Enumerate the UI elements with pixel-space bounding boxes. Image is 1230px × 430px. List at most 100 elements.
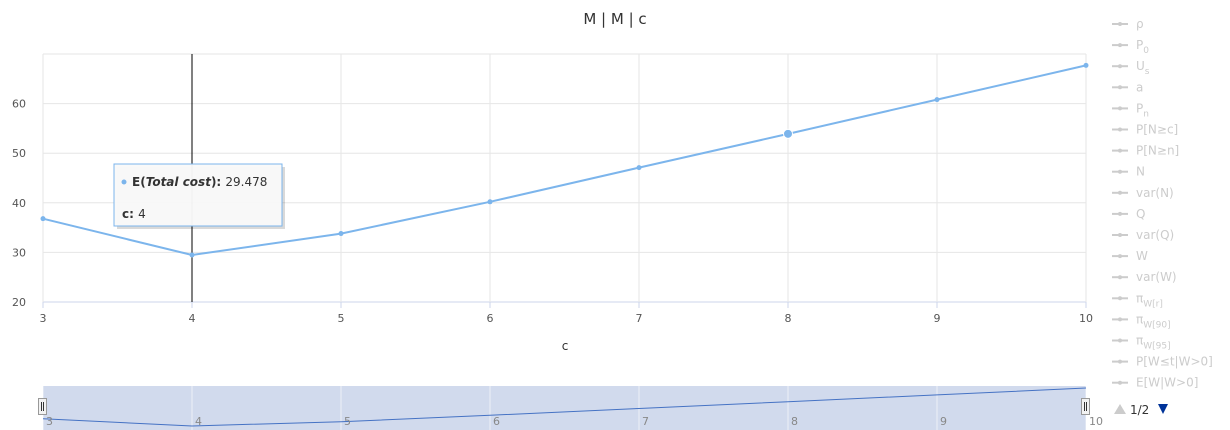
legend-item-label: Pn bbox=[1136, 101, 1149, 119]
data-point[interactable] bbox=[338, 231, 344, 237]
navigator-series-line bbox=[42, 387, 1087, 427]
legend-item[interactable]: Us bbox=[1112, 59, 1150, 77]
data-point[interactable] bbox=[934, 97, 940, 103]
tooltip-series-marker bbox=[121, 179, 127, 185]
x-tick-label: 7 bbox=[636, 312, 643, 325]
legend-item[interactable]: πW[r] bbox=[1112, 291, 1163, 309]
legend-marker-icon bbox=[1118, 233, 1122, 237]
tooltip: E(Total cost): 29.478 c: 4 bbox=[113, 163, 285, 229]
legend-item-label: ρ bbox=[1136, 17, 1144, 31]
pager-down-icon[interactable] bbox=[1158, 404, 1168, 414]
legend-item[interactable]: P[N≥c] bbox=[1112, 123, 1178, 137]
series-lines bbox=[42, 64, 1087, 257]
data-point[interactable] bbox=[487, 199, 493, 205]
y-tick-label: 30 bbox=[12, 246, 26, 259]
legend-item-label: P[N≥c] bbox=[1136, 123, 1178, 137]
legend-item[interactable]: var(N) bbox=[1112, 186, 1174, 200]
data-point[interactable] bbox=[783, 128, 793, 139]
legend-marker-icon bbox=[1118, 169, 1122, 174]
navigator-handle-left[interactable] bbox=[38, 398, 47, 415]
legend-item-label: W bbox=[1136, 249, 1148, 263]
x-axis-label: c bbox=[562, 339, 569, 353]
legend-item[interactable]: N bbox=[1112, 165, 1145, 179]
tooltip-box bbox=[113, 163, 283, 227]
legend-marker-icon bbox=[1118, 254, 1122, 259]
legend-marker-icon bbox=[1118, 22, 1122, 26]
legend-marker-icon bbox=[1118, 317, 1122, 322]
x-tick-label: 6 bbox=[487, 312, 494, 325]
legend-item-label: var(Q) bbox=[1136, 228, 1174, 242]
legend-marker-icon bbox=[1118, 106, 1122, 111]
navigator-tick-label: 8 bbox=[791, 415, 798, 428]
legend-item[interactable]: Q bbox=[1112, 207, 1145, 221]
legend-marker-icon bbox=[1118, 64, 1122, 69]
series-points bbox=[40, 62, 1089, 258]
navigator-tick-label: 3 bbox=[46, 415, 53, 428]
legend-marker-icon bbox=[1118, 296, 1122, 301]
legend-item[interactable]: var(W) bbox=[1112, 270, 1177, 284]
tooltip-x-line: c: 4 bbox=[122, 207, 146, 221]
legend-marker-icon bbox=[1118, 190, 1122, 195]
navigator-tick-label: 6 bbox=[493, 415, 500, 428]
navigator-tick-label: 7 bbox=[642, 415, 649, 428]
tooltip-series-line: E(Total cost): 29.478 bbox=[132, 175, 267, 189]
legend-item-label: πW[r] bbox=[1136, 291, 1163, 309]
legend-item[interactable]: P[W≤t|W>0] bbox=[1112, 355, 1213, 369]
series-line bbox=[42, 64, 1087, 257]
data-point[interactable] bbox=[1083, 62, 1089, 68]
navigator-tick-label: 4 bbox=[195, 415, 202, 428]
y-tick-label: 20 bbox=[12, 296, 26, 309]
legend-item-label: N bbox=[1136, 165, 1145, 179]
legend-marker-icon bbox=[1118, 380, 1122, 385]
legend-item-label: Us bbox=[1136, 59, 1150, 77]
legend-marker-icon bbox=[1118, 43, 1122, 48]
legend-item[interactable]: a bbox=[1112, 80, 1143, 94]
x-tick-label: 5 bbox=[338, 312, 345, 325]
y-tick-label: 60 bbox=[12, 98, 26, 111]
pager-text: 1/2 bbox=[1130, 403, 1149, 417]
legend-item[interactable]: πW[90] bbox=[1112, 312, 1171, 330]
legend-item-label: πW[90] bbox=[1136, 312, 1171, 330]
legend-marker-icon bbox=[1118, 275, 1122, 280]
legend-item-label: E[W|W>0] bbox=[1136, 376, 1198, 390]
legend-item[interactable]: πW[95] bbox=[1112, 334, 1171, 352]
legend-item[interactable]: Pn bbox=[1112, 101, 1149, 119]
legend-item-label: πW[95] bbox=[1136, 334, 1171, 352]
data-point[interactable] bbox=[636, 165, 642, 171]
legend-marker-icon bbox=[1118, 148, 1122, 153]
legend-item-label: a bbox=[1136, 80, 1143, 94]
chart-title: M | M | c bbox=[583, 10, 646, 28]
navigator-handle-left-box[interactable] bbox=[38, 398, 47, 415]
x-axis: 3 4 5 6 7 8 9 10 bbox=[40, 302, 1093, 325]
data-point[interactable] bbox=[189, 252, 195, 258]
y-axis: 20 30 40 50 60 bbox=[12, 98, 26, 309]
legend-item-label: var(N) bbox=[1136, 186, 1174, 200]
x-tick-label: 9 bbox=[934, 312, 941, 325]
legend-item-label: P0 bbox=[1136, 38, 1149, 56]
navigator-tick-label: 5 bbox=[344, 415, 351, 428]
navigator-handle-right-box[interactable] bbox=[1081, 398, 1090, 415]
navigator-tick-label: 9 bbox=[940, 415, 947, 428]
pager-up-icon[interactable] bbox=[1114, 404, 1126, 414]
data-point[interactable] bbox=[40, 216, 46, 222]
legend-marker-icon bbox=[1118, 359, 1122, 364]
navigator-mask bbox=[43, 386, 1086, 430]
legend-item[interactable]: var(Q) bbox=[1112, 228, 1174, 242]
legend-item[interactable]: ρ bbox=[1112, 17, 1144, 31]
navigator[interactable]: 3 4 5 6 7 8 9 10 bbox=[38, 386, 1104, 430]
legend-item-label: P[N≥n] bbox=[1136, 144, 1179, 158]
legend-item[interactable]: E[W|W>0] bbox=[1112, 376, 1198, 390]
legend-marker-icon bbox=[1118, 85, 1122, 90]
legend-item-label: P[W≤t|W>0] bbox=[1136, 355, 1213, 369]
legend-item[interactable]: W bbox=[1112, 249, 1148, 263]
navigator-handle-right[interactable] bbox=[1081, 398, 1090, 415]
legend-item[interactable]: P[N≥n] bbox=[1112, 144, 1179, 158]
x-tick-label: 4 bbox=[189, 312, 196, 325]
legend-item[interactable]: P0 bbox=[1112, 38, 1149, 56]
legend-marker-icon bbox=[1118, 338, 1122, 343]
x-tick-label: 8 bbox=[785, 312, 792, 325]
legend-item-label: Q bbox=[1136, 207, 1145, 221]
legend-item-label: var(W) bbox=[1136, 270, 1177, 284]
